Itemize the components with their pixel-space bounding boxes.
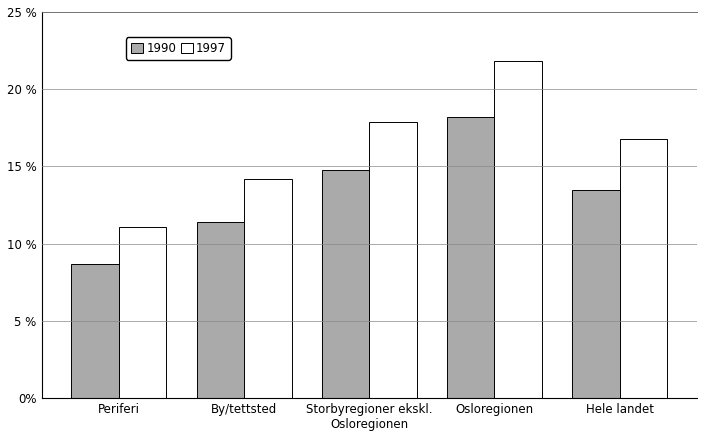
Bar: [119, 227, 167, 398]
Bar: [244, 179, 291, 398]
Bar: [572, 190, 620, 398]
Bar: [620, 139, 667, 398]
Bar: [71, 264, 119, 398]
Bar: [370, 122, 417, 398]
Legend: 1990, 1997: 1990, 1997: [126, 37, 231, 60]
Bar: [196, 222, 244, 398]
Bar: [322, 170, 370, 398]
Bar: [494, 61, 542, 398]
Bar: [447, 117, 494, 398]
